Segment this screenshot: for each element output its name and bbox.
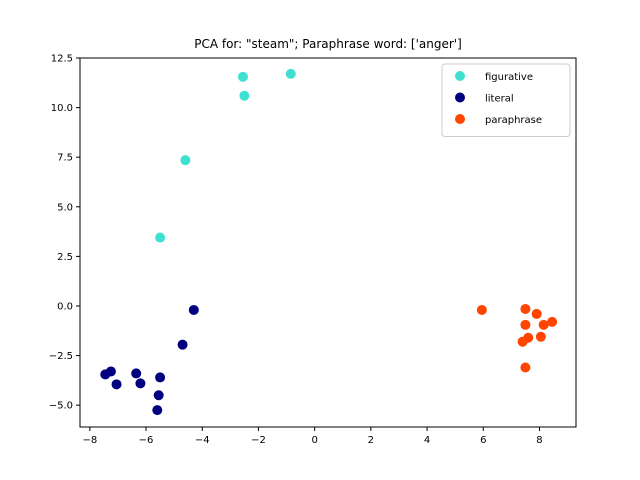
paraphrase-point (531, 308, 542, 319)
y-tick-label: 0.0 (57, 301, 73, 312)
plot-area (79, 57, 577, 428)
paraphrase-point (520, 303, 531, 314)
y-tick-label: 12.5 (51, 54, 73, 65)
literal-point (131, 368, 142, 379)
paraphrase-point (538, 319, 549, 330)
x-axis: −8 −6 −4 −2 0 2 4 6 8 (82, 427, 543, 446)
literal-point (177, 339, 188, 350)
x-tick-label: −6 (139, 435, 154, 446)
literal-point (135, 378, 146, 389)
x-tick-label: 4 (424, 435, 430, 446)
x-tick-label: 8 (536, 435, 542, 446)
literal-point (111, 379, 122, 390)
legend-marker (455, 92, 465, 103)
paraphrase-point (520, 362, 531, 373)
y-axis: −5.0 −2.5 0.0 2.5 5.0 7.5 10.0 12.5 (49, 54, 80, 412)
y-tick-label: −5.0 (49, 401, 73, 412)
paraphrase-point (476, 304, 487, 315)
literal-point (188, 304, 199, 315)
chart-title: PCA for: "steam"; Paraphrase word: ['ang… (194, 37, 462, 51)
paraphrase-point (517, 336, 528, 347)
paraphrase-point (520, 319, 531, 330)
legend-item-paraphrase: paraphrase (455, 114, 542, 126)
literal-point (105, 366, 116, 377)
literal-point (152, 405, 163, 416)
figurative-point (239, 90, 250, 101)
paraphrase-point (535, 331, 546, 342)
y-tick-label: 10.0 (51, 103, 73, 114)
legend-item-figurative: figurative (455, 71, 533, 83)
paraphrase-point (547, 316, 558, 327)
figurative-point (237, 71, 248, 82)
figurative-point (155, 232, 166, 243)
figurative-point (285, 68, 296, 79)
legend-marker (455, 114, 465, 124)
y-tick-label: 5.0 (57, 202, 73, 213)
x-tick-label: −4 (195, 435, 210, 446)
legend-box (441, 63, 571, 137)
x-tick-label: −2 (251, 435, 266, 446)
series-figurative (155, 68, 296, 243)
figurative-point (180, 155, 191, 166)
y-tick-label: 2.5 (57, 252, 73, 263)
x-tick-label: −8 (82, 435, 97, 446)
literal-point (153, 390, 164, 401)
data-points (100, 68, 558, 416)
legend-label: paraphrase (485, 115, 542, 126)
x-tick-label: 6 (480, 435, 486, 446)
series-literal (100, 304, 199, 416)
literal-point (155, 372, 166, 383)
legend-marker (455, 71, 465, 81)
legend-label: figurative (485, 72, 533, 83)
plot-frame (79, 57, 577, 428)
series-paraphrase (476, 303, 558, 373)
legend-item-literal: literal (455, 92, 514, 105)
legend: figurative literal paraphrase (441, 63, 571, 137)
y-tick-label: 7.5 (57, 153, 73, 164)
y-tick-label: −2.5 (49, 351, 73, 362)
legend-label: literal (485, 94, 514, 105)
x-tick-label: 2 (368, 435, 374, 446)
x-tick-label: 0 (311, 435, 317, 446)
